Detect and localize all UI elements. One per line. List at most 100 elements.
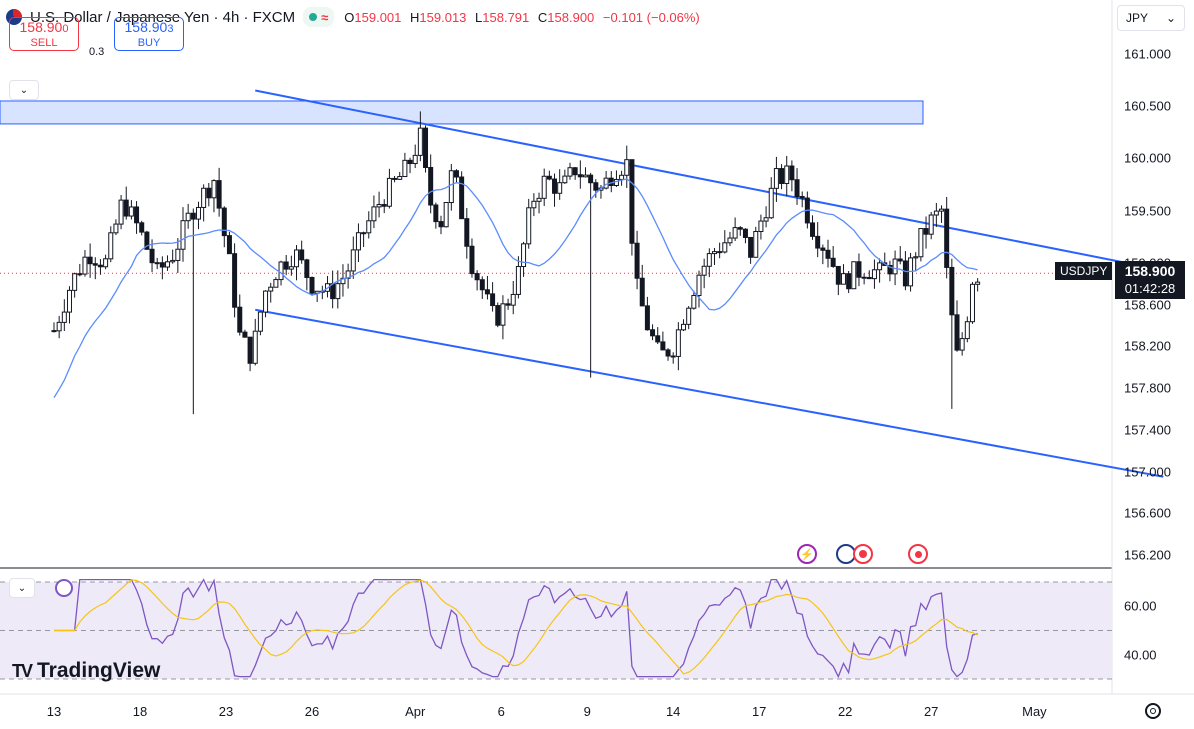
candle xyxy=(866,270,872,280)
candle-body xyxy=(639,277,645,307)
candle xyxy=(139,220,145,236)
currency-selector[interactable]: JPY ⌄ xyxy=(1117,5,1185,31)
candle xyxy=(840,264,846,285)
chevron-down-icon: ⌄ xyxy=(19,84,29,96)
candle xyxy=(479,276,485,299)
candle-body xyxy=(423,127,429,168)
earnings-event-icon[interactable] xyxy=(908,544,928,564)
candle xyxy=(624,145,630,189)
candle xyxy=(753,226,759,258)
candle xyxy=(242,329,248,338)
candle xyxy=(381,199,387,214)
candle-body xyxy=(619,174,625,180)
candle xyxy=(562,169,568,184)
candle-body xyxy=(515,266,521,295)
chevron-down-icon: ⌄ xyxy=(17,582,27,594)
candle xyxy=(732,217,738,241)
candle-body xyxy=(536,197,542,202)
candle-body xyxy=(500,303,506,326)
candle-body xyxy=(185,212,191,222)
candle-body xyxy=(154,262,160,265)
price-axis-tick: 157.400 xyxy=(1124,422,1171,438)
candle-body xyxy=(706,253,712,267)
candle xyxy=(165,255,171,271)
candle-body xyxy=(552,178,558,194)
candle-body xyxy=(490,293,496,307)
candle-body xyxy=(61,311,67,323)
candle-body xyxy=(949,266,955,316)
candle xyxy=(572,166,578,180)
chevron-down-icon: ⌄ xyxy=(1165,11,1176,25)
rsi-ma-line xyxy=(54,578,978,675)
candle-body xyxy=(386,177,392,207)
last-price-label: 158.900 01:42:28 xyxy=(1115,261,1185,299)
candle xyxy=(742,228,748,244)
candle-body xyxy=(397,176,403,180)
candle xyxy=(521,241,527,277)
candle xyxy=(443,202,449,228)
candle xyxy=(897,245,903,265)
candle-body xyxy=(118,199,124,225)
collapse-legend-button[interactable]: ⌄ xyxy=(9,80,39,100)
rsi-settings-icon[interactable] xyxy=(55,579,73,597)
candle-body xyxy=(660,341,666,351)
candle-body xyxy=(521,243,527,268)
candle xyxy=(944,196,950,279)
candle-body xyxy=(206,187,212,199)
lightning-event-icon[interactable]: ⚡ xyxy=(797,544,817,564)
candle-body xyxy=(51,330,57,333)
candle xyxy=(644,296,650,331)
candle-body xyxy=(72,273,78,291)
candle-body xyxy=(113,223,119,234)
candle xyxy=(577,160,583,189)
candle-body xyxy=(665,349,671,357)
candle-body xyxy=(149,248,155,264)
candle-body xyxy=(629,159,635,244)
candle-body xyxy=(237,306,243,333)
candle-body xyxy=(835,265,841,285)
candle xyxy=(701,258,707,289)
candle xyxy=(964,316,970,343)
price-axis-tick: 156.200 xyxy=(1124,547,1171,563)
candle xyxy=(546,170,552,181)
candle-body xyxy=(97,264,103,268)
candle xyxy=(484,275,490,300)
candle xyxy=(799,191,805,208)
collapse-rsi-legend-button[interactable]: ⌄ xyxy=(9,578,35,598)
candle xyxy=(340,264,346,297)
candle-body xyxy=(469,245,475,275)
candle-body xyxy=(959,338,965,351)
candle xyxy=(810,215,816,240)
candle xyxy=(959,332,965,356)
candle-body xyxy=(546,175,552,180)
candle-body xyxy=(789,165,795,181)
sell-button[interactable]: 158.900 SELL xyxy=(9,17,79,51)
candle xyxy=(815,222,821,258)
candle xyxy=(144,230,150,250)
candle xyxy=(433,202,439,229)
tradingview-logo[interactable]: TV TradingView xyxy=(12,659,161,682)
candle xyxy=(335,270,341,309)
candle-body xyxy=(294,249,300,268)
gear-icon[interactable] xyxy=(1145,703,1161,719)
candle-body xyxy=(768,187,774,219)
candle-body xyxy=(201,187,207,208)
candle-body xyxy=(433,204,439,223)
jp-flag-event-icon[interactable] xyxy=(853,544,873,564)
candle xyxy=(619,170,625,186)
candle xyxy=(969,281,975,324)
candle-body xyxy=(159,262,165,268)
candle-body xyxy=(216,180,222,209)
candle-body xyxy=(933,210,939,216)
candle-body xyxy=(825,249,831,259)
bar-countdown: 01:42:28 xyxy=(1124,281,1176,296)
candle-body xyxy=(923,228,929,235)
market-status[interactable]: ≈ xyxy=(303,7,335,27)
candle-body xyxy=(211,180,217,199)
candle xyxy=(474,270,480,291)
candle xyxy=(949,258,955,409)
candle-body xyxy=(913,256,919,259)
candle-body xyxy=(650,329,656,337)
buy-button[interactable]: 158.903 BUY xyxy=(114,17,184,51)
